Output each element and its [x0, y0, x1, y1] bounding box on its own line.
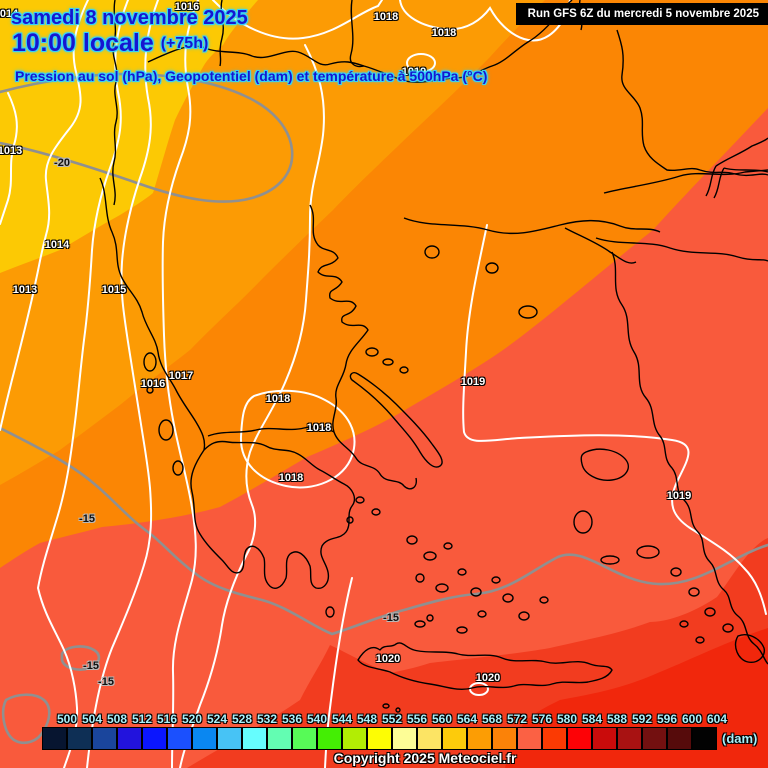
- scale-tick-label: 584: [581, 712, 603, 726]
- scale-swatch: [267, 727, 292, 750]
- temperature-label: -15: [83, 660, 99, 672]
- scale-swatch: [392, 727, 417, 750]
- scale-swatch: [292, 727, 317, 750]
- isotherm-minus20: [0, 72, 294, 203]
- scale-tick-label: 592: [631, 712, 653, 726]
- pressure-label: 1016: [140, 378, 166, 390]
- scale-swatch: [92, 727, 117, 750]
- pressure-label: 1018: [306, 422, 332, 434]
- pressure-label: 1013: [0, 145, 23, 157]
- scale-tick-label: 512: [131, 712, 153, 726]
- scale-swatch: [192, 727, 217, 750]
- time-line: 10:00 locale (+75h): [12, 29, 208, 58]
- scale-swatch: [42, 727, 67, 750]
- scale-tick-label: 532: [256, 712, 278, 726]
- scale-swatch: [567, 727, 592, 750]
- scale-swatch: [542, 727, 567, 750]
- scale-swatch: [142, 727, 167, 750]
- scale-tick-label: 508: [106, 712, 128, 726]
- scale-swatch: [117, 727, 142, 750]
- scale-tick-label: 568: [481, 712, 503, 726]
- scale-tick-label: 564: [456, 712, 478, 726]
- scale-tick-label: 572: [506, 712, 528, 726]
- scale-swatch: [417, 727, 442, 750]
- scale-tick-label: 552: [381, 712, 403, 726]
- scale-swatch: [242, 727, 267, 750]
- scale-tick-label: 596: [656, 712, 678, 726]
- run-info-box: Run GFS 6Z du mercredi 5 novembre 2025: [515, 3, 768, 25]
- time-value: 10:00 locale: [12, 29, 154, 57]
- scale-swatch: [217, 727, 242, 750]
- pressure-label: 1013: [12, 284, 38, 296]
- scale-tick-label: 524: [206, 712, 228, 726]
- scale-swatch: [442, 727, 467, 750]
- scale-tick-label: 556: [406, 712, 428, 726]
- date-line: samedi 8 novembre 2025: [11, 7, 248, 29]
- pressure-label: 1015: [101, 284, 127, 296]
- scale-tick-label: 576: [531, 712, 553, 726]
- scale-tick-label: 580: [556, 712, 578, 726]
- pressure-label: 1014: [44, 239, 70, 251]
- temperature-label: -15: [98, 676, 114, 688]
- isotherm-minus15: [0, 426, 768, 636]
- scale-swatch: [642, 727, 667, 750]
- scale-tick-label: 588: [606, 712, 628, 726]
- scale-tick-label: 604: [706, 712, 728, 726]
- temperature-label: -15: [79, 513, 95, 525]
- scale-swatch: [367, 727, 392, 750]
- pressure-label: 1014: [0, 8, 19, 20]
- scale-swatch: [617, 727, 642, 750]
- scale-swatch: [342, 727, 367, 750]
- scale-tick-label: 520: [181, 712, 203, 726]
- coastline-borders: [99, 0, 768, 713]
- scale-tick-label: 560: [431, 712, 453, 726]
- scale-swatch: [67, 727, 92, 750]
- scale-tick-label: 544: [331, 712, 353, 726]
- scale-swatch: [592, 727, 617, 750]
- scale-swatch: [467, 727, 492, 750]
- forecast-offset: (+75h): [160, 35, 209, 52]
- scale-tick-label: 600: [681, 712, 703, 726]
- scale-swatch: [492, 727, 517, 750]
- isotherm-minus15-loop: [60, 645, 101, 671]
- pressure-label: 1018: [431, 27, 457, 39]
- pressure-label: 1017: [168, 370, 194, 382]
- pressure-label: 1020: [375, 653, 401, 665]
- scale-unit-label: (dam): [722, 731, 758, 746]
- scale-tick-label: 536: [281, 712, 303, 726]
- scale-tick-label: 528: [231, 712, 253, 726]
- temperature-label: -15: [383, 612, 399, 624]
- pressure-label: 1018: [373, 11, 399, 23]
- pressure-label: 1019: [401, 66, 427, 78]
- pressure-label: 1018: [278, 472, 304, 484]
- scale-tick-label: 516: [156, 712, 178, 726]
- scale-tick-label: 548: [356, 712, 378, 726]
- scale-tick-label: 500: [56, 712, 78, 726]
- scale-swatch: [167, 727, 192, 750]
- map-subtitle: Pression au sol (hPa), Geopotentiel (dam…: [15, 68, 488, 84]
- temperature-label: -20: [54, 157, 70, 169]
- pressure-label: 1019: [460, 376, 486, 388]
- scale-swatch: [517, 727, 542, 750]
- scale-tick-label: 540: [306, 712, 328, 726]
- pressure-label: 1016: [174, 1, 200, 13]
- scale-swatch: [317, 727, 342, 750]
- pressure-label: 1019: [666, 490, 692, 502]
- copyright-text: Copyright 2025 Meteociel.fr: [333, 750, 517, 766]
- scale-tick-label: 504: [81, 712, 103, 726]
- pressure-label: 1020: [475, 672, 501, 684]
- pressure-label: 1018: [265, 393, 291, 405]
- scale-swatch: [692, 727, 717, 750]
- scale-swatch: [667, 727, 692, 750]
